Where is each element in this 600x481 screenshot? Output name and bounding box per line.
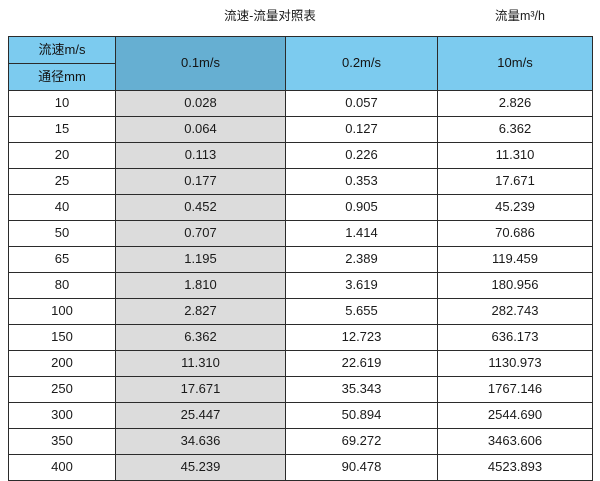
- table-row: 15 0.064 0.127 6.362: [8, 116, 593, 143]
- table-row: 20 0.113 0.226 11.310: [8, 142, 593, 169]
- cell-flow-0.1ms: 6.362: [115, 324, 286, 351]
- cell-diameter: 10: [8, 90, 116, 117]
- cell-flow-10ms: 6.362: [437, 116, 593, 143]
- cell-flow-10ms: 4523.893: [437, 454, 593, 481]
- cell-diameter: 300: [8, 402, 116, 429]
- cell-flow-0.2ms: 35.343: [285, 376, 438, 403]
- corner-header-diameter-label: 通径mm: [8, 63, 116, 91]
- cell-diameter: 15: [8, 116, 116, 143]
- cell-flow-10ms: 45.239: [437, 194, 593, 221]
- corner-header-velocity-label: 流速m/s: [8, 36, 116, 64]
- table-row: 40 0.452 0.905 45.239: [8, 194, 593, 221]
- cell-flow-0.2ms: 1.414: [285, 220, 438, 247]
- cell-diameter: 80: [8, 272, 116, 299]
- cell-flow-10ms: 3463.606: [437, 428, 593, 455]
- cell-diameter: 150: [8, 324, 116, 351]
- cell-diameter: 350: [8, 428, 116, 455]
- cell-diameter: 100: [8, 298, 116, 325]
- cell-flow-0.2ms: 69.272: [285, 428, 438, 455]
- cell-flow-0.1ms: 0.064: [115, 116, 286, 143]
- table-row: 300 25.447 50.894 2544.690: [8, 402, 593, 429]
- cell-flow-0.2ms: 0.057: [285, 90, 438, 117]
- cell-diameter: 250: [8, 376, 116, 403]
- table-header: 流速m/s 0.1m/s 0.2m/s 10m/s 通径mm: [8, 36, 593, 91]
- cell-flow-0.1ms: 11.310: [115, 350, 286, 377]
- cell-flow-0.1ms: 25.447: [115, 402, 286, 429]
- captions-row: 流速-流量对照表 流量m³/h: [0, 0, 600, 32]
- cell-flow-0.2ms: 0.226: [285, 142, 438, 169]
- cell-flow-0.1ms: 0.113: [115, 142, 286, 169]
- cell-flow-10ms: 1767.146: [437, 376, 593, 403]
- cell-diameter: 400: [8, 454, 116, 481]
- cell-flow-10ms: 70.686: [437, 220, 593, 247]
- cell-flow-0.2ms: 0.905: [285, 194, 438, 221]
- cell-flow-10ms: 1130.973: [437, 350, 593, 377]
- cell-flow-10ms: 2.826: [437, 90, 593, 117]
- cell-flow-0.1ms: 0.177: [115, 168, 286, 195]
- cell-flow-0.1ms: 17.671: [115, 376, 286, 403]
- header-row-top: 流速m/s 0.1m/s 0.2m/s 10m/s: [8, 36, 593, 91]
- table-body: 10 0.028 0.057 2.826 15 0.064 0.127 6.36…: [8, 90, 593, 481]
- flow-rate-table: 流速m/s 0.1m/s 0.2m/s 10m/s 通径mm 10 0.028 …: [8, 36, 593, 481]
- table-row: 200 11.310 22.619 1130.973: [8, 350, 593, 377]
- cell-diameter: 50: [8, 220, 116, 247]
- cell-flow-0.2ms: 22.619: [285, 350, 438, 377]
- column-header-0.2ms: 0.2m/s: [285, 36, 438, 91]
- chart-title: 流速-流量对照表: [224, 9, 316, 23]
- cell-flow-0.1ms: 45.239: [115, 454, 286, 481]
- cell-flow-0.1ms: 1.195: [115, 246, 286, 273]
- table-row: 50 0.707 1.414 70.686: [8, 220, 593, 247]
- cell-flow-0.2ms: 90.478: [285, 454, 438, 481]
- table-row: 25 0.177 0.353 17.671: [8, 168, 593, 195]
- table-row: 10 0.028 0.057 2.826: [8, 90, 593, 117]
- cell-flow-10ms: 180.956: [437, 272, 593, 299]
- table-row: 400 45.239 90.478 4523.893: [8, 454, 593, 481]
- table-row: 100 2.827 5.655 282.743: [8, 298, 593, 325]
- cell-flow-10ms: 636.173: [437, 324, 593, 351]
- cell-flow-0.1ms: 0.707: [115, 220, 286, 247]
- cell-diameter: 20: [8, 142, 116, 169]
- table-row: 80 1.810 3.619 180.956: [8, 272, 593, 299]
- cell-flow-0.2ms: 5.655: [285, 298, 438, 325]
- cell-flow-0.1ms: 0.028: [115, 90, 286, 117]
- column-header-0.1ms: 0.1m/s: [115, 36, 286, 91]
- cell-flow-0.2ms: 3.619: [285, 272, 438, 299]
- table-row: 350 34.636 69.272 3463.606: [8, 428, 593, 455]
- flow-unit-label: 流量m³/h: [494, 9, 545, 23]
- flow-table-container: 流速m/s 0.1m/s 0.2m/s 10m/s 通径mm 10 0.028 …: [8, 36, 593, 481]
- cell-flow-0.2ms: 12.723: [285, 324, 438, 351]
- table-row: 250 17.671 35.343 1767.146: [8, 376, 593, 403]
- cell-flow-10ms: 2544.690: [437, 402, 593, 429]
- cell-flow-0.2ms: 0.127: [285, 116, 438, 143]
- cell-flow-0.1ms: 2.827: [115, 298, 286, 325]
- table-row: 150 6.362 12.723 636.173: [8, 324, 593, 351]
- cell-flow-10ms: 11.310: [437, 142, 593, 169]
- cell-flow-10ms: 119.459: [437, 246, 593, 273]
- cell-flow-0.1ms: 1.810: [115, 272, 286, 299]
- cell-flow-0.1ms: 0.452: [115, 194, 286, 221]
- cell-diameter: 25: [8, 168, 116, 195]
- cell-diameter: 40: [8, 194, 116, 221]
- cell-flow-10ms: 17.671: [437, 168, 593, 195]
- cell-flow-0.1ms: 34.636: [115, 428, 286, 455]
- cell-flow-0.2ms: 2.389: [285, 246, 438, 273]
- cell-flow-10ms: 282.743: [437, 298, 593, 325]
- cell-flow-0.2ms: 0.353: [285, 168, 438, 195]
- cell-flow-0.2ms: 50.894: [285, 402, 438, 429]
- header-row-bottom: 通径mm: [8, 63, 593, 91]
- cell-diameter: 65: [8, 246, 116, 273]
- table-row: 65 1.195 2.389 119.459: [8, 246, 593, 273]
- column-header-10ms: 10m/s: [437, 36, 593, 91]
- cell-diameter: 200: [8, 350, 116, 377]
